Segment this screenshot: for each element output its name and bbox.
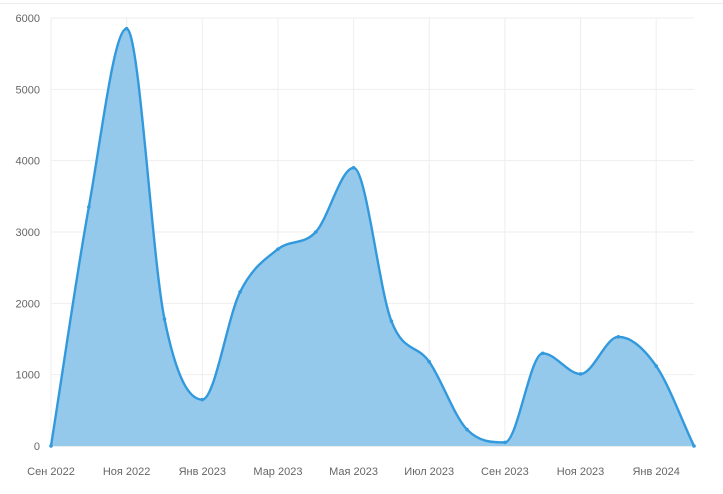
x-tick-label: Мая 2023 <box>329 466 378 478</box>
data-point[interactable] <box>87 205 91 209</box>
x-tick-label: Сен 2023 <box>481 466 529 478</box>
data-point[interactable] <box>654 364 658 368</box>
data-point[interactable] <box>200 397 205 402</box>
data-point[interactable] <box>389 319 394 323</box>
data-point[interactable] <box>616 335 621 339</box>
x-tick-label: Янв 2024 <box>632 466 679 478</box>
y-tick-label: 5000 <box>16 84 40 96</box>
x-tick-label: Мар 2023 <box>253 466 302 478</box>
data-points <box>49 26 696 448</box>
data-point[interactable] <box>578 372 583 376</box>
data-point[interactable] <box>313 230 318 234</box>
data-point[interactable] <box>276 247 280 251</box>
y-tick-label: 0 <box>34 441 40 453</box>
line-layer <box>49 27 696 448</box>
y-tick-label: 2000 <box>16 298 40 310</box>
x-tick-label: Ноя 2022 <box>103 466 151 478</box>
x-tick-label: Сен 2022 <box>27 466 75 478</box>
x-tick-label: Янв 2023 <box>179 466 226 478</box>
data-point[interactable] <box>238 290 242 294</box>
data-point[interactable] <box>49 444 53 448</box>
x-axis-ticks: Сен 2022 Ноя 2022 Янв 2023 Мар 2023 Мая 2023… <box>27 466 680 478</box>
y-tick-label: 4000 <box>16 156 40 168</box>
y-tick-label: 6000 <box>16 13 40 25</box>
x-tick-label: Июл 2023 <box>404 466 454 478</box>
data-point[interactable] <box>124 26 129 31</box>
y-axis-ticks: 0 1000 2000 3000 4000 5000 6000 <box>16 13 40 453</box>
data-point[interactable] <box>465 427 469 432</box>
data-point[interactable] <box>540 351 545 356</box>
data-point[interactable] <box>351 166 356 170</box>
top-divider <box>0 3 723 4</box>
y-tick-label: 3000 <box>16 227 40 239</box>
data-point[interactable] <box>503 440 507 445</box>
x-tick-label: Ноя 2023 <box>557 466 605 478</box>
data-point[interactable] <box>162 317 167 321</box>
y-tick-label: 1000 <box>16 370 40 382</box>
series-line <box>49 27 696 448</box>
data-point[interactable] <box>427 360 432 364</box>
data-point[interactable] <box>692 444 696 448</box>
